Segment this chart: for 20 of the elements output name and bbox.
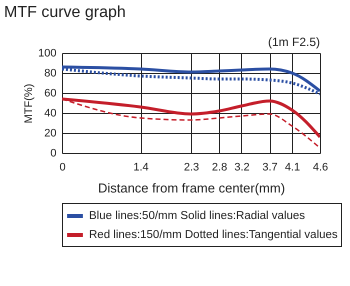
x-axis-title: Distance from frame center(mm): [98, 180, 286, 196]
text: (1m F2.5): [268, 35, 320, 49]
y-tick-label: 40: [44, 108, 56, 120]
y-tick-label: 80: [44, 68, 56, 80]
x-tick-label: 4.1: [284, 162, 300, 174]
y-axis-title: MTF(%): [23, 84, 36, 124]
legend-label: Red lines:150/mm Dotted lines:Tangential values: [89, 229, 338, 241]
x-tick-label: 3.7: [262, 162, 278, 174]
y-tick-label: 60: [44, 88, 56, 100]
x-tick-label: 2.3: [184, 162, 200, 174]
y-tick-label: 20: [44, 128, 56, 140]
y-tick-label: 0: [50, 148, 56, 160]
x-tick-label: 2.8: [212, 162, 228, 174]
y-tick-label: 100: [38, 48, 56, 60]
x-tick-label: 1.4: [133, 162, 149, 174]
legend-label: Blue lines:50/mm Solid lines:Radial values: [89, 210, 306, 222]
chart-title: MTF curve graph: [4, 4, 126, 21]
x-tick-label: 3.2: [234, 162, 250, 174]
x-tick-label: 4.6: [312, 162, 328, 174]
x-tick-label: 0: [59, 162, 66, 174]
